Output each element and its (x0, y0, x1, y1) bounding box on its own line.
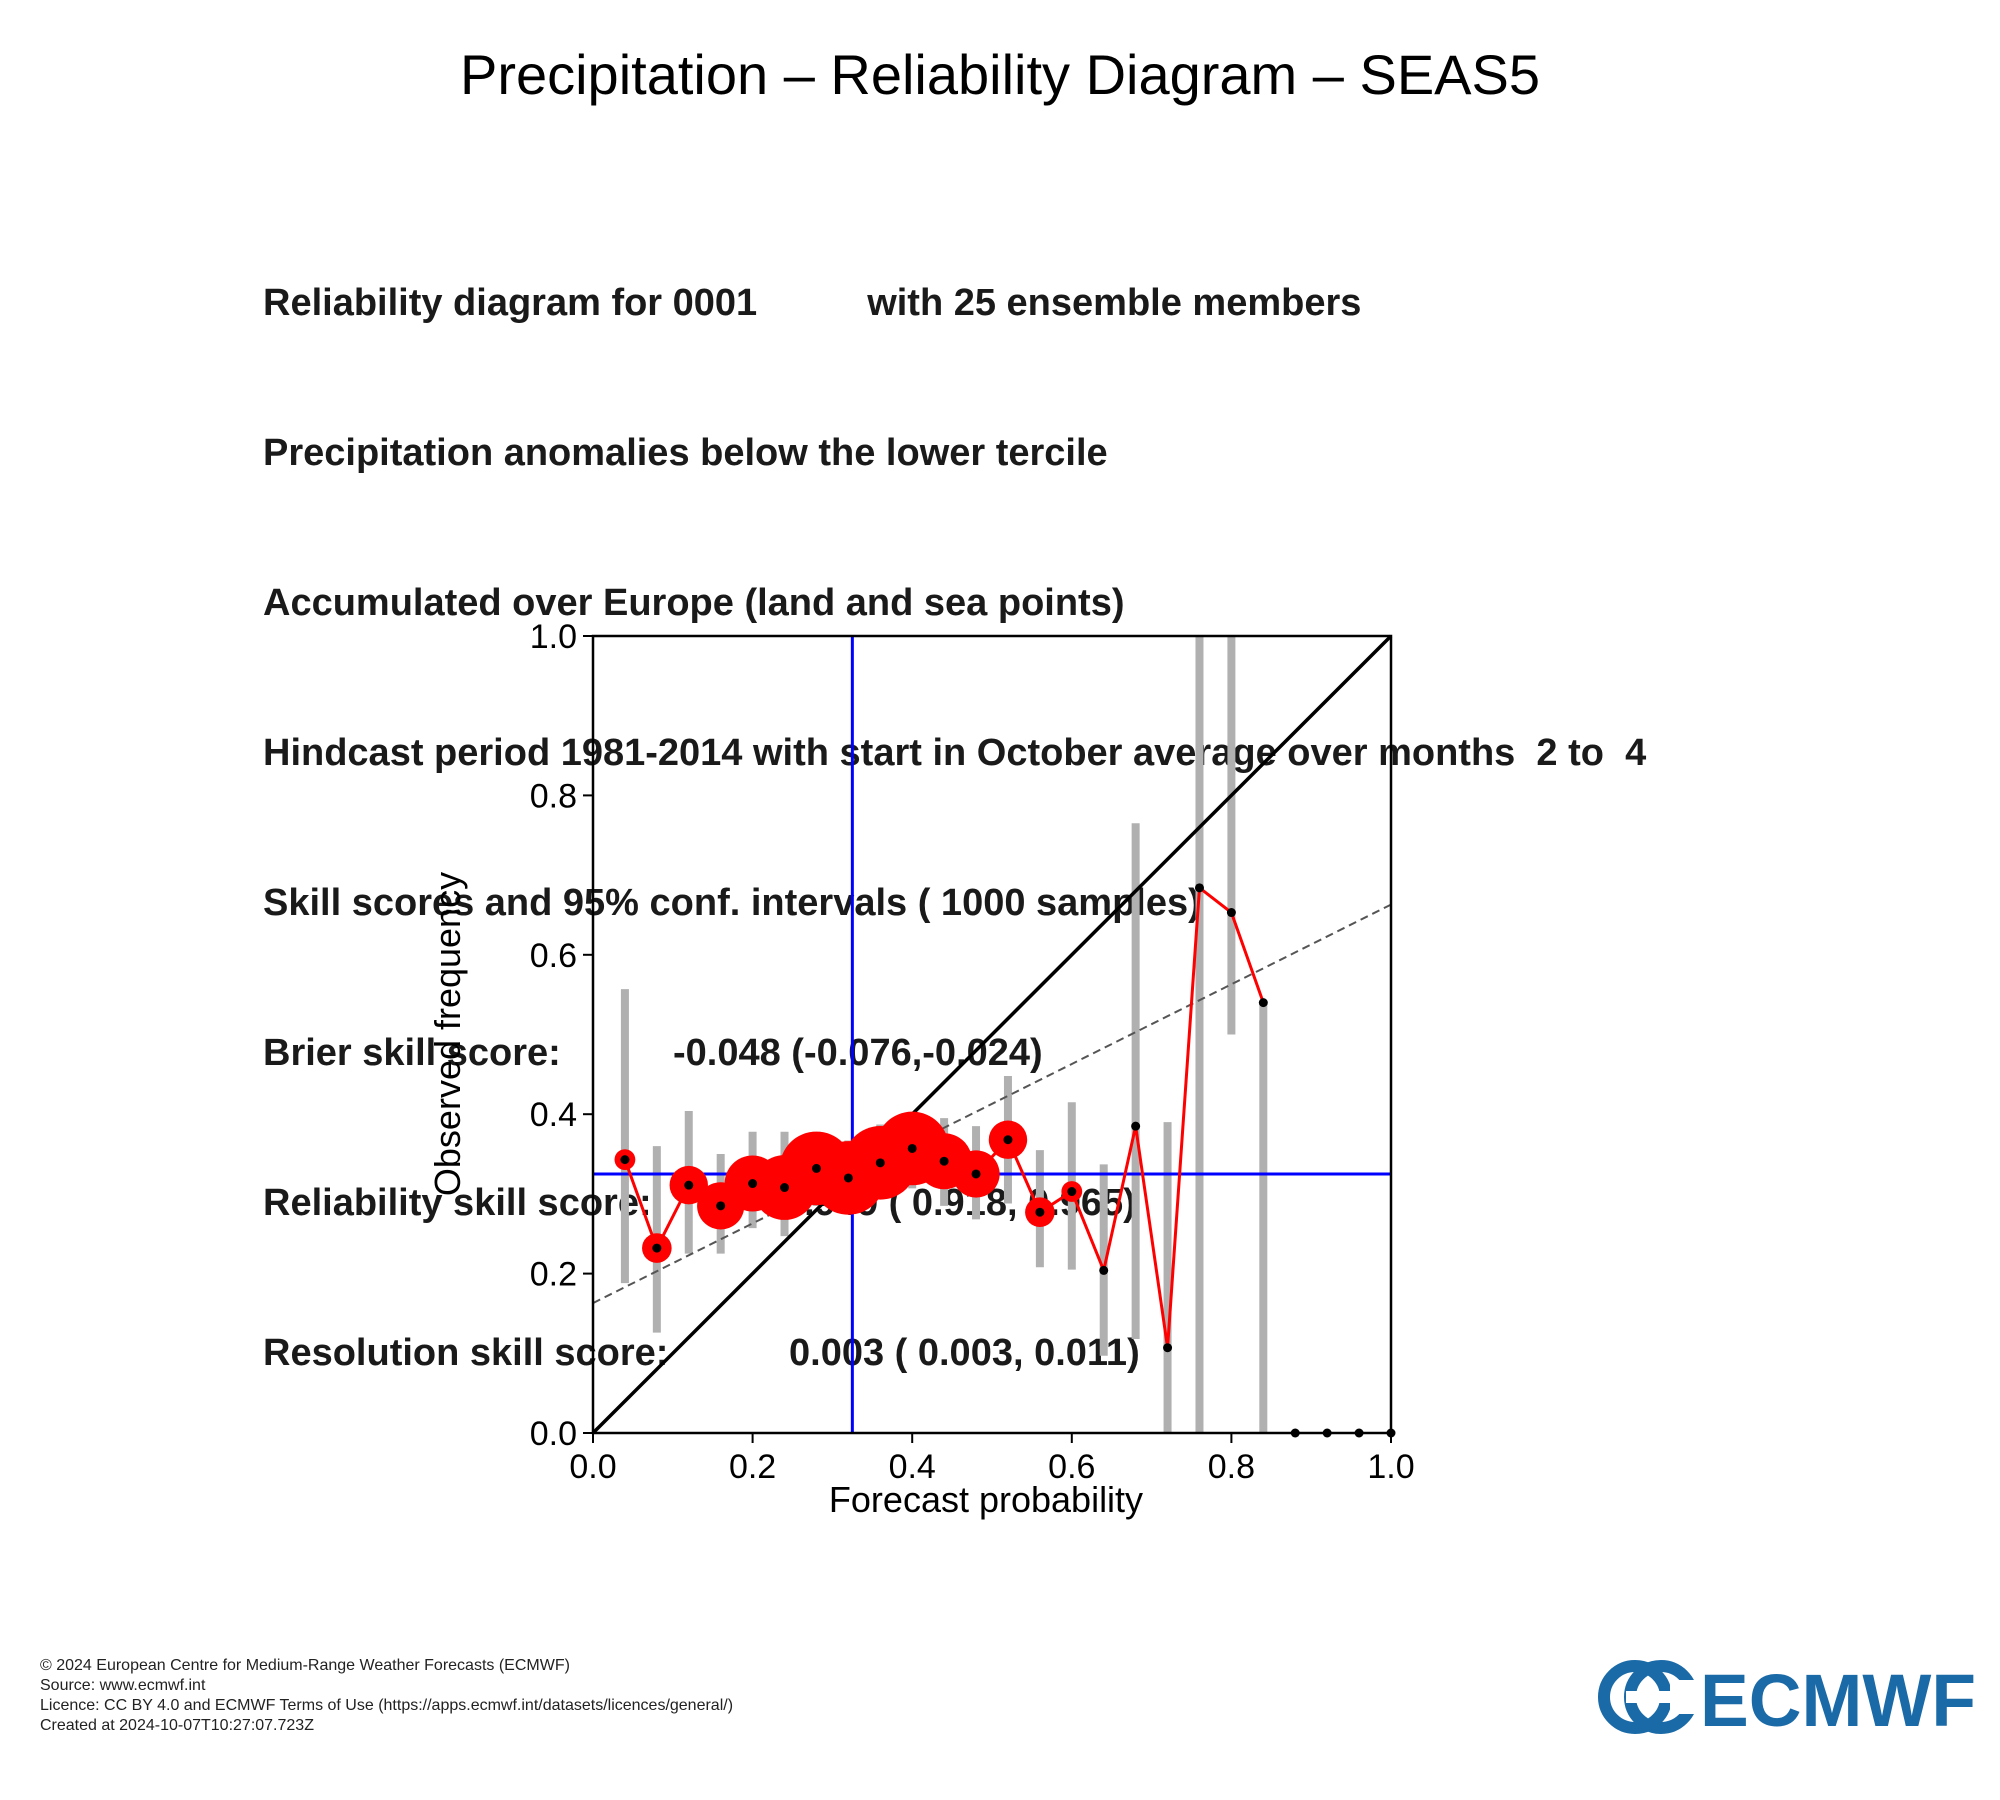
x-tick-label-0: 0.0 (569, 1448, 616, 1486)
regression-line (592, 903, 1392, 1304)
data-point-13 (1035, 1207, 1045, 1217)
data-point-1 (652, 1243, 662, 1253)
info-line-1: Reliability diagram for 0001 with 25 ense… (263, 278, 1646, 328)
x-axis-label: Forecast probability (829, 1479, 1143, 1520)
data-point-11 (971, 1169, 981, 1179)
x-tick-label-1: 0.2 (729, 1448, 776, 1486)
y-tick-label-1: 0.2 (530, 1256, 577, 1294)
data-point-19 (1226, 908, 1236, 918)
x-tick-label-3: 0.6 (1048, 1448, 1095, 1486)
data-point-5 (780, 1183, 790, 1193)
data-point-18 (1194, 883, 1204, 893)
brier-label: Brier skill score: (263, 1032, 561, 1074)
reliability-label: Reliability skill score: (263, 1182, 652, 1224)
logo-wordmark: ECMWF (1700, 1660, 1976, 1734)
data-point-15 (1099, 1265, 1109, 1275)
footer-licence: Licence: CC BY 4.0 and ECMWF Terms of Us… (40, 1697, 734, 1714)
perfect-reliability-diagonal (591, 634, 1393, 1435)
resolution-label: Resolution skill score: (263, 1332, 669, 1374)
data-point-3 (716, 1201, 726, 1211)
data-point-12 (1003, 1135, 1013, 1145)
chart-info-block: Reliability diagram for 0001 with 25 ense… (263, 178, 1646, 1428)
y-tick-label-3: 0.6 (530, 937, 577, 975)
info-members: with 25 ensemble members (867, 282, 1362, 324)
footer-created: Created at 2024-10-07T10:27:07.723Z (40, 1717, 314, 1734)
data-point-7 (843, 1173, 853, 1183)
info-title: Reliability diagram for 0001 (263, 282, 758, 324)
data-point-0 (620, 1155, 630, 1165)
resolution-value: 0.003 ( 0.003, 0.011) (789, 1332, 1140, 1374)
brier-value: -0.048 (-0.076,-0.024) (673, 1032, 1043, 1074)
x-tick-label-2: 0.4 (889, 1448, 936, 1486)
page-title: Precipitation – Reliability Diagram – SE… (459, 43, 1541, 106)
y-tick-label-4: 0.8 (530, 777, 577, 815)
x-tick-label-5: 1.0 (1367, 1448, 1414, 1486)
footer-copyright: © 2024 European Centre for Medium-Range … (40, 1657, 570, 1674)
data-point-20 (1258, 998, 1268, 1008)
data-point-10 (939, 1156, 949, 1166)
ecmwf-emblem-icon (1598, 1660, 1700, 1734)
info-line-3: Accumulated over Europe (land and sea po… (263, 582, 1125, 624)
footer: © 2024 European Centre for Medium-Range … (40, 1656, 733, 1736)
info-resolution: Resolution skill score: 0.003 ( 0.003, 0.… (263, 1328, 1646, 1378)
y-tick-label-0: 0.0 (530, 1415, 577, 1453)
ecmwf-logo: ECMWF (1598, 1660, 1976, 1734)
x-tick-label-4: 0.8 (1208, 1448, 1255, 1486)
data-point-6 (811, 1163, 821, 1173)
info-line-5: Skill scores and 95% conf. intervals ( 1… (263, 882, 1201, 924)
info-line-4: Hindcast period 1981-2014 with start in … (263, 732, 1647, 774)
data-point-2 (684, 1180, 694, 1190)
y-tick-label-2: 0.4 (530, 1096, 577, 1134)
plot-frame (591, 634, 1393, 1435)
data-point-9 (907, 1143, 917, 1153)
data-point-4 (748, 1179, 758, 1189)
footer-source: Source: www.ecmwf.int (40, 1677, 206, 1694)
data-point-16 (1131, 1121, 1141, 1131)
y-tick-label-5: 1.0 (530, 618, 577, 656)
data-point-17 (1163, 1343, 1173, 1353)
info-line-2: Precipitation anomalies below the lower … (263, 432, 1108, 474)
y-axis-label: Observed frequency (427, 872, 468, 1196)
info-brier: Brier skill score: -0.048 (-0.076,-0.024) (263, 1028, 1646, 1078)
data-point-14 (1067, 1187, 1077, 1197)
data-point-8 (875, 1158, 885, 1168)
